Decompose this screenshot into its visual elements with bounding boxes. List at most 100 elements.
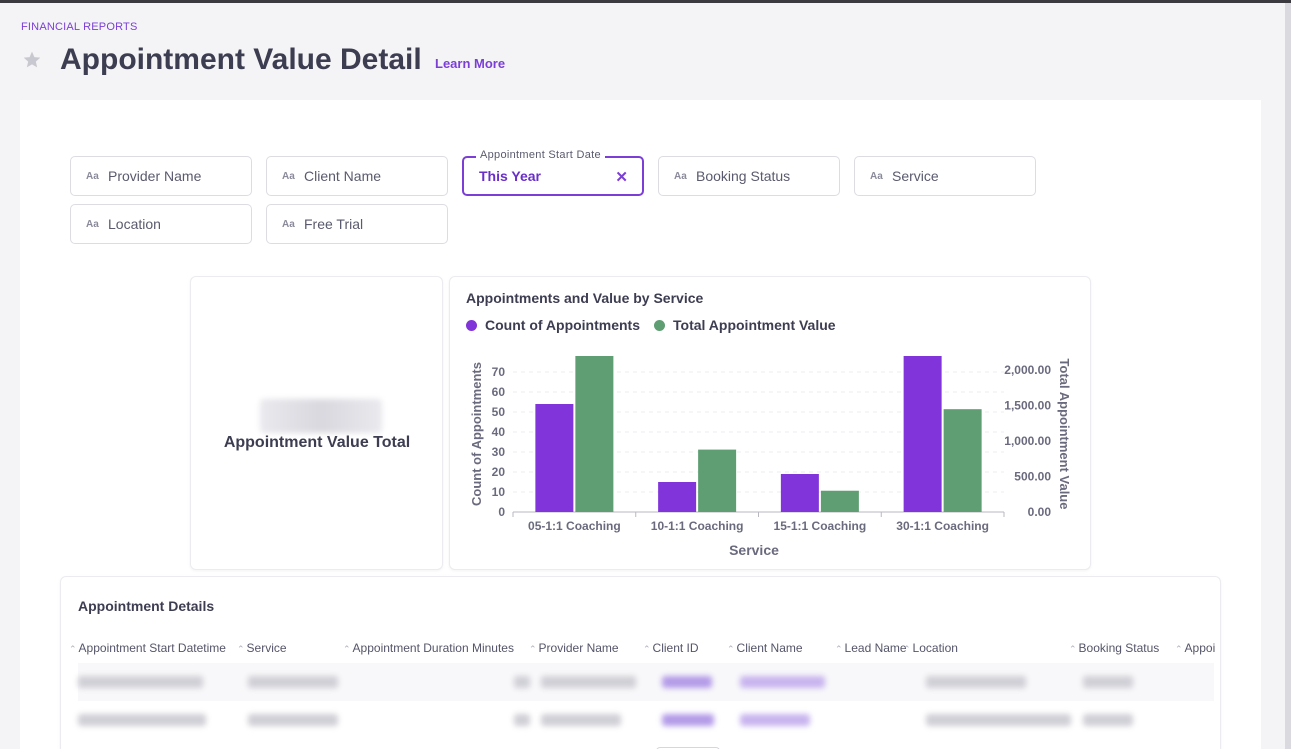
filter-free-trial[interactable]: Aa Free Trial <box>266 204 448 244</box>
x-tick-label: 30-1:1 Coaching <box>896 519 989 533</box>
filter-floating-label: Appointment Start Date <box>476 149 605 161</box>
y2-tick-label: 1,500.00 <box>1004 399 1051 413</box>
filter-label: Service <box>892 168 939 184</box>
y2-tick-label: 0.00 <box>1028 505 1052 519</box>
column-label: Appointment Duration Minutes <box>352 641 514 655</box>
column-header[interactable]: ⌃Appoin <box>1175 641 1215 655</box>
column-label: Service <box>246 641 287 655</box>
filter-label: Provider Name <box>108 168 202 184</box>
y2-tick-label: 1,000.00 <box>1004 434 1051 448</box>
column-header[interactable]: ⌃ Provider Name <box>529 641 619 655</box>
column-label: Client Name <box>736 641 803 655</box>
kpi-label: Appointment Value Total <box>223 434 411 451</box>
y-tick-label: 10 <box>492 485 506 499</box>
y2-tick-label: 500.00 <box>1014 470 1051 484</box>
y-axis-title: Count of Appointments <box>469 362 484 506</box>
sort-caret-icon[interactable]: ⌃ <box>903 644 911 654</box>
y-tick-label: 70 <box>492 365 506 379</box>
text-type-icon: Aa <box>86 170 99 182</box>
sort-caret-icon[interactable]: ⌃ <box>835 644 843 654</box>
x-tick-label: 15-1:1 Coaching <box>774 519 867 533</box>
x-axis-title: Service <box>729 542 779 558</box>
column-label: Location <box>912 641 958 655</box>
text-type-icon: Aa <box>282 218 295 230</box>
filter-location[interactable]: Aa Location <box>70 204 252 244</box>
bar-total-appointment-value <box>943 409 982 512</box>
text-type-icon: Aa <box>674 170 687 182</box>
y2-tick-label: 2,000.00 <box>1004 363 1051 377</box>
bar-count-of-appointments <box>535 404 574 512</box>
chart-legend: Count of Appointments Total Appointment … <box>466 317 836 333</box>
y2-axis-title: Total Appointment Value <box>1057 359 1072 510</box>
bar-count-of-appointments <box>780 474 819 512</box>
text-type-icon: Aa <box>86 218 99 230</box>
column-header[interactable]: ⌃ Client ID <box>643 641 699 655</box>
y-tick-label: 30 <box>492 445 506 459</box>
column-header[interactable]: ⌃ Lead Name <box>835 641 907 655</box>
text-type-icon: Aa <box>870 170 883 182</box>
y-tick-label: 40 <box>492 425 506 439</box>
filter-label: Client Name <box>304 168 382 184</box>
bar-count-of-appointments <box>903 356 942 512</box>
column-header[interactable]: ⌃ Appointment Duration Minutes <box>343 641 514 655</box>
y-tick-label: 60 <box>492 385 506 399</box>
legend-item-count[interactable]: Count of Appointments <box>466 317 640 333</box>
legend-item-value[interactable]: Total Appointment Value <box>654 317 836 333</box>
column-header[interactable]: ⌃ Service <box>237 641 287 655</box>
table-row[interactable] <box>78 701 1214 739</box>
filter-service[interactable]: Aa Service <box>854 156 1036 196</box>
column-header[interactable]: ⌃ Appointment Start Datetime <box>69 641 226 655</box>
column-label: Lead Name <box>844 641 907 655</box>
column-label: Provider Name <box>538 641 619 655</box>
sort-caret-icon[interactable]: ⌃ <box>727 644 735 654</box>
column-header[interactable]: ⌃ Client Name <box>727 641 803 655</box>
breadcrumb[interactable]: FINANCIAL REPORTS <box>21 21 138 33</box>
legend-dot <box>654 319 666 331</box>
filter-appointment-start-date[interactable]: Appointment Start Date This Year ✕ <box>462 149 644 196</box>
learn-more-link[interactable]: Learn More <box>435 56 506 71</box>
filter-value: This Year <box>479 168 542 184</box>
bar-count-of-appointments <box>658 482 697 512</box>
column-header[interactable]: ⌃ Booking Status <box>1069 641 1159 655</box>
filter-provider-name[interactable]: Aa Provider Name <box>70 156 252 196</box>
sort-caret-icon[interactable]: ⌃ <box>1175 644 1183 654</box>
x-tick-label: 10-1:1 Coaching <box>651 519 744 533</box>
page-title: Appointment Value Detail <box>60 43 422 76</box>
legend-label: Total Appointment Value <box>673 317 836 333</box>
bar-total-appointment-value <box>820 490 859 512</box>
sort-caret-icon[interactable]: ⌃ <box>643 644 651 654</box>
favorite-star-icon[interactable] <box>22 50 42 70</box>
column-header[interactable]: ⌃ Location <box>903 641 958 655</box>
x-tick-label: 05-1:1 Coaching <box>528 519 621 533</box>
column-label: Appoin <box>1184 641 1215 655</box>
table-title: Appointment Details <box>78 598 215 614</box>
column-label: Appointment Start Datetime <box>78 641 226 655</box>
sort-caret-icon[interactable]: ⌃ <box>237 644 245 654</box>
filter-client-name[interactable]: Aa Client Name <box>266 156 448 196</box>
chart-panel: Appointments and Value by Service Count … <box>449 276 1091 570</box>
filter-booking-status[interactable]: Aa Booking Status <box>658 156 840 196</box>
sort-caret-icon[interactable]: ⌃ <box>529 644 537 654</box>
sort-caret-icon[interactable]: ⌃ <box>1069 644 1077 654</box>
y-tick-label: 0 <box>498 505 505 519</box>
filter-label: Free Trial <box>304 216 364 232</box>
filter-label: Booking Status <box>696 168 791 184</box>
column-label: Client ID <box>652 641 699 655</box>
table-row[interactable] <box>78 663 1214 701</box>
sort-caret-icon[interactable]: ⌃ <box>343 644 351 654</box>
y-tick-label: 50 <box>492 405 506 419</box>
filter-label: Location <box>108 216 161 232</box>
text-type-icon: Aa <box>282 170 295 182</box>
bar-chart: 0 10 20 30 40 50 60 70 0.00 500.00 1,000.00 1,500.0… <box>469 356 1072 558</box>
clear-filter-icon[interactable]: ✕ <box>615 169 628 186</box>
y-tick-label: 20 <box>492 465 506 479</box>
kpi-panel: Appointment Value Total <box>190 276 443 570</box>
column-label: Booking Status <box>1078 641 1160 655</box>
page-scrollbar[interactable] <box>1285 3 1291 749</box>
bar-total-appointment-value <box>698 449 737 512</box>
appointment-details-panel: Appointment Details ⌃ Appointment Start D… <box>60 576 1221 749</box>
sort-caret-icon[interactable]: ⌃ <box>69 644 77 654</box>
chart-title: Appointments and Value by Service <box>466 290 704 306</box>
legend-dot <box>466 319 477 331</box>
report-card: Aa Provider Name Aa Client Name Appointm… <box>20 100 1261 749</box>
